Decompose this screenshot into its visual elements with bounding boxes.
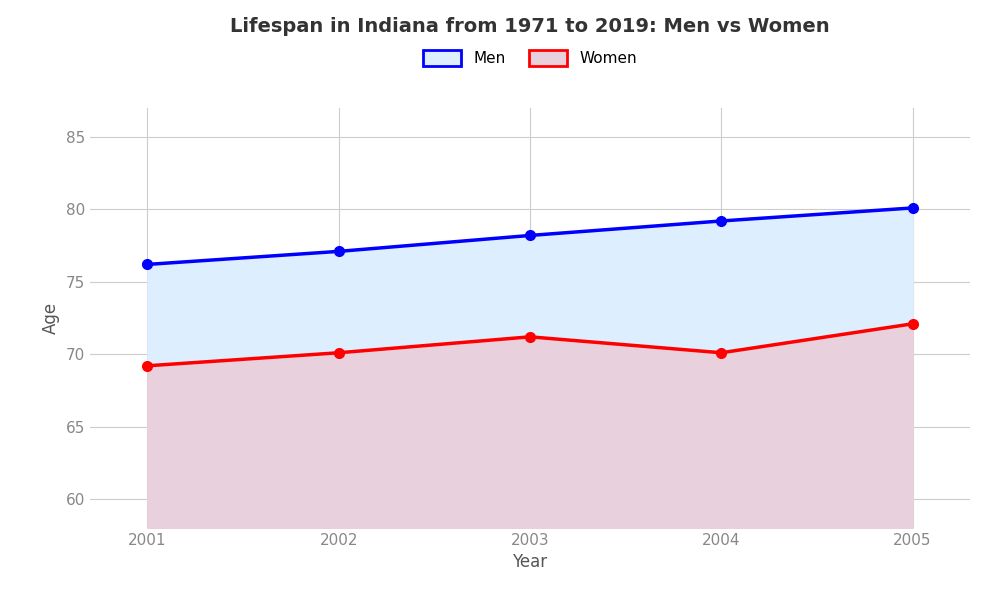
Legend: Men, Women: Men, Women [417,44,643,73]
Y-axis label: Age: Age [42,302,60,334]
X-axis label: Year: Year [512,553,548,571]
Title: Lifespan in Indiana from 1971 to 2019: Men vs Women: Lifespan in Indiana from 1971 to 2019: M… [230,17,830,35]
